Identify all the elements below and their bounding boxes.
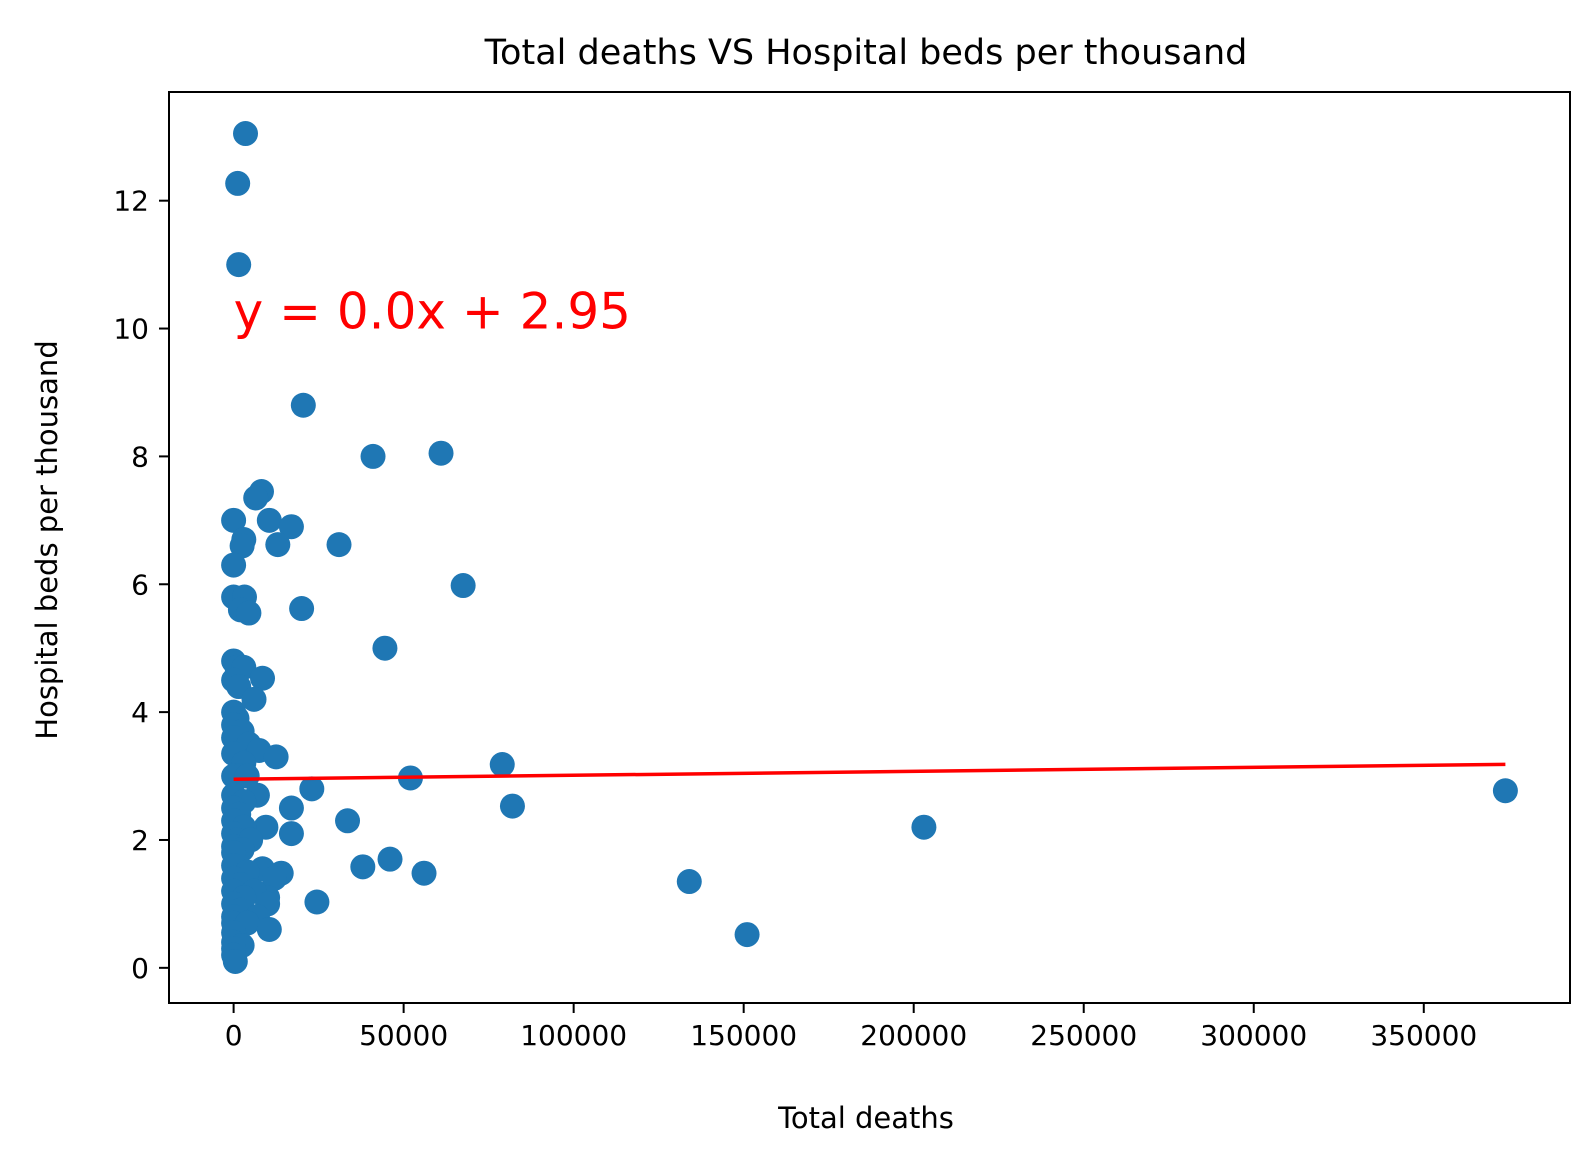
data-point-14: [326, 532, 352, 558]
data-point-90: [734, 922, 760, 948]
data-point-45: [299, 776, 325, 802]
x-axis-label: Total deaths: [777, 1101, 954, 1135]
data-point-1: [225, 170, 251, 196]
data-point-80: [304, 889, 330, 915]
x-tick-label: 350000: [1370, 1019, 1477, 1052]
y-tick-label: 0: [131, 952, 149, 985]
data-point-29: [241, 686, 267, 712]
y-axis-ticks: 0 2 4 6 8 10 12: [113, 185, 169, 985]
data-point-40: [489, 752, 515, 778]
data-point-16: [450, 573, 476, 599]
x-axis-ticks: 0 50000 100000 150000 200000 250000 300000 3500…: [225, 1003, 1477, 1052]
y-tick-label: 10: [113, 313, 149, 346]
data-point-4: [360, 443, 386, 469]
x-tick-label: 150000: [690, 1019, 797, 1052]
x-tick-label: 250000: [1030, 1019, 1137, 1052]
data-point-50: [278, 795, 304, 821]
data-point-59: [278, 821, 304, 847]
data-point-56: [911, 814, 937, 840]
x-tick-label: 200000: [860, 1019, 967, 1052]
data-point-26: [250, 665, 276, 691]
points-layer: [221, 121, 1518, 974]
data-point-7: [243, 485, 269, 511]
x-tick-label: 50000: [359, 1019, 448, 1052]
x-tick-label: 100000: [520, 1019, 627, 1052]
data-point-12: [229, 533, 255, 559]
data-point-8: [256, 507, 282, 533]
y-tick-label: 12: [113, 185, 149, 218]
data-point-5: [428, 440, 454, 466]
chart-title: Total deaths VS Hospital beds per thousa…: [484, 33, 1248, 73]
data-point-0: [233, 121, 259, 147]
data-point-44: [234, 763, 260, 789]
data-point-71: [411, 860, 437, 886]
x-tick-label: 0: [225, 1019, 243, 1052]
data-point-10: [221, 507, 247, 533]
regression-line: [233, 762, 1506, 781]
y-axis-label: Hospital beds per thousand: [30, 340, 64, 739]
data-point-15: [221, 552, 247, 578]
data-point-22: [372, 635, 398, 661]
data-point-49: [499, 793, 525, 819]
regression-equation: y = 0.0x + 2.95: [234, 283, 631, 341]
data-point-72: [261, 865, 287, 891]
data-point-75: [676, 869, 702, 895]
data-point-53: [335, 808, 361, 834]
data-point-20: [236, 600, 262, 626]
x-tick-label: 300000: [1200, 1019, 1307, 1052]
data-point-9: [278, 514, 304, 540]
data-point-3: [290, 392, 316, 418]
data-point-37: [263, 744, 289, 770]
data-point-95: [222, 948, 248, 974]
data-point-88: [256, 916, 282, 942]
y-tick-label: 4: [131, 696, 149, 729]
y-tick-label: 2: [131, 824, 149, 857]
plot-frame: [168, 91, 1571, 1004]
data-point-2: [226, 252, 252, 278]
data-point-13: [265, 532, 291, 558]
data-point-66: [350, 854, 376, 880]
y-tick-label: 8: [131, 440, 149, 473]
data-point-65: [377, 846, 403, 872]
data-point-21: [289, 596, 315, 622]
data-point-96: [1492, 778, 1518, 804]
y-tick-label: 6: [131, 568, 149, 601]
